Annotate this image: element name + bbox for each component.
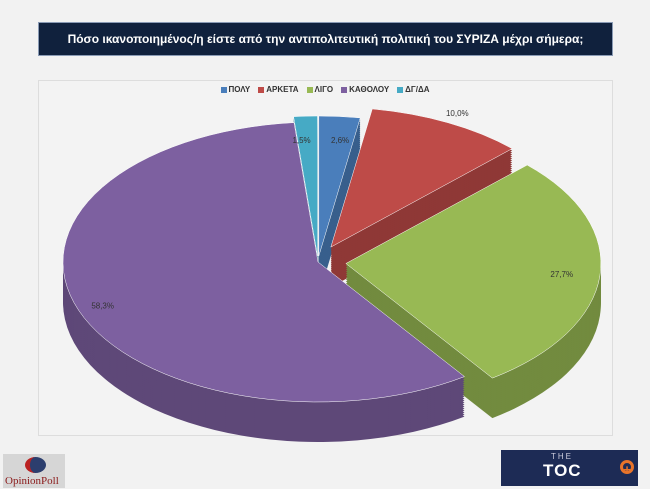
legend-swatch xyxy=(306,86,313,93)
thetoc-logo-the: THE xyxy=(551,452,573,461)
thetoc-logo: THE TOC xyxy=(501,450,638,486)
legend: ΠΟΛΥ ΑΡΚΕΤΑ ΛΙΓΟ ΚΑΘΟΛΟΥ ΔΓ/ΔΑ xyxy=(0,85,650,95)
legend-swatch xyxy=(341,86,348,93)
legend-swatch xyxy=(220,86,227,93)
opinionpoll-logo-text: OpinionPoll xyxy=(5,475,59,487)
legend-swatch xyxy=(397,86,404,93)
legend-item: ΛΙΓΟ xyxy=(306,85,334,94)
opinionpoll-logo: OpinionPoll xyxy=(3,454,65,488)
legend-label: ΑΡΚΕΤΑ xyxy=(266,85,299,94)
chart-title: Πόσο ικανοποιημένος/η είστε από την αντι… xyxy=(38,22,613,56)
legend-label: ΛΙΓΟ xyxy=(314,85,334,94)
pie-slice-0 xyxy=(318,115,361,257)
legend-item: ΑΡΚΕΤΑ xyxy=(258,85,299,94)
legend-label: ΔΓ/ΔΑ xyxy=(405,85,430,94)
data-label: 10,0% xyxy=(446,109,469,118)
data-label: 1,5% xyxy=(292,136,310,145)
pie-slice-1 xyxy=(330,108,513,248)
legend-swatch xyxy=(258,86,265,93)
pie-slice-3 xyxy=(62,122,466,403)
data-label: 58,3% xyxy=(91,302,114,311)
data-label: 2,6% xyxy=(331,136,349,145)
legend-item: ΠΟΛΥ xyxy=(220,85,251,94)
data-label: 27,7% xyxy=(550,270,573,279)
thetoc-logo-toc: TOC xyxy=(543,461,582,480)
zoom-in-icon[interactable]: + xyxy=(620,460,634,476)
legend-label: ΚΑΘΟΛΟΥ xyxy=(349,85,390,94)
pie-slice-4 xyxy=(293,115,318,257)
legend-label: ΠΟΛΥ xyxy=(228,85,251,94)
pie-slice-2 xyxy=(345,164,602,379)
legend-item: ΚΑΘΟΛΟΥ xyxy=(341,85,389,94)
legend-item: ΔΓ/ΔΑ xyxy=(397,85,429,94)
